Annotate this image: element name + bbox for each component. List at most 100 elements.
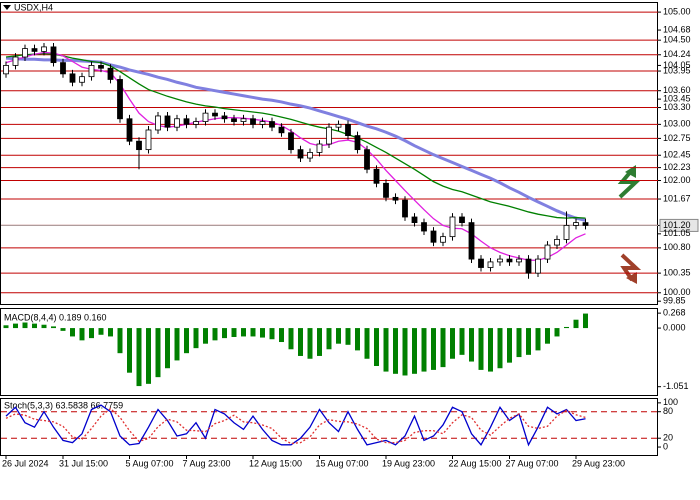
candle-body (155, 115, 161, 131)
candle-body (354, 135, 361, 151)
y-tick-label: 102.45 (663, 150, 691, 160)
histogram-bar (241, 328, 246, 337)
histogram-bar (393, 328, 398, 374)
candle-body (373, 168, 380, 184)
candle-body (269, 121, 275, 128)
y-tick-label: 0.268 (663, 308, 686, 318)
candle-body (430, 230, 437, 243)
candle-body (145, 129, 152, 151)
candle-body (259, 121, 266, 125)
histogram-bar (231, 328, 237, 337)
candle-body (335, 123, 342, 128)
stoch-pane (0, 398, 658, 456)
candle-body (288, 132, 294, 151)
candle-body (231, 118, 237, 122)
candle-body (41, 46, 47, 52)
candle-body (297, 149, 304, 159)
histogram-bar (469, 328, 474, 362)
histogram-bar (184, 328, 189, 354)
histogram-bar (60, 328, 66, 331)
x-tick-label: 19 Aug 23:00 (382, 458, 435, 468)
candle-body (326, 126, 332, 145)
y-tick-label: 100.00 (663, 287, 691, 297)
x-tick-label: 22 Aug 15:00 (449, 458, 502, 468)
y-tick-label: 103.30 (663, 102, 691, 112)
x-tick-label: 7 Aug 23:00 (183, 458, 231, 468)
histogram-bar (383, 328, 389, 372)
histogram-bar (203, 328, 208, 344)
candle-body (22, 48, 28, 58)
histogram-bar (573, 319, 579, 329)
histogram-bar (98, 328, 104, 335)
candle-body (183, 118, 190, 125)
y-tick-label: 103.45 (663, 93, 691, 103)
histogram-bar (507, 328, 512, 363)
histogram-bar (250, 328, 256, 337)
histogram-bar (222, 328, 227, 339)
histogram-bar (298, 328, 303, 356)
histogram-bar (41, 324, 47, 329)
histogram-bar (22, 322, 28, 329)
candle-body (364, 149, 370, 170)
histogram-bar (108, 328, 113, 337)
last-price-box (659, 218, 699, 232)
candle-body (240, 118, 247, 122)
y-tick-label: 0.000 (663, 322, 686, 332)
candle-body (117, 79, 123, 120)
candle-body (497, 258, 503, 263)
y-tick-label: 102.00 (663, 175, 691, 185)
histogram-bar (526, 328, 531, 355)
indicator-line (5, 52, 586, 219)
histogram-bar (545, 328, 550, 344)
x-tick-label: 26 Jul 2024 (2, 458, 49, 468)
y-tick-label: 20 (663, 433, 673, 443)
candle-body (582, 222, 589, 226)
histogram-bar (355, 328, 360, 351)
y-tick-label: 100 (663, 397, 678, 407)
candle-body (440, 236, 446, 243)
candle-body (126, 118, 133, 142)
histogram-bar (70, 328, 75, 337)
y-tick-label: 104.68 (663, 24, 691, 34)
candle-body (573, 222, 579, 226)
symbol-menu-icon (3, 5, 11, 10)
histogram-bar (326, 328, 332, 350)
indicator-line (5, 51, 586, 261)
histogram-bar (279, 328, 284, 343)
macd-title: MACD(8,4,4) 0.189 0.160 (4, 312, 107, 322)
candle-body (506, 258, 513, 263)
histogram-bar (146, 328, 151, 384)
candle-body (212, 112, 218, 117)
main-pane (0, 2, 658, 305)
macd-pane (0, 308, 658, 396)
x-tick-label: 27 Aug 07:00 (506, 458, 559, 468)
histogram-bar (488, 328, 493, 372)
histogram-bar (554, 328, 560, 337)
histogram-bar (440, 328, 446, 368)
candle-body (202, 112, 209, 122)
candle-body (3, 65, 9, 75)
y-tick-label: 103.95 (663, 65, 691, 75)
up-arrow (617, 165, 642, 199)
y-tick-label: -1.051 (663, 381, 689, 391)
y-tick-label: 104.05 (663, 60, 691, 70)
candle-body (554, 239, 560, 246)
candle-body (487, 261, 494, 268)
histogram-bar (136, 328, 142, 387)
stoch-title: Stoch(5,3,3) 63.5838 66.7759 (4, 400, 123, 410)
y-tick-label: 103.60 (663, 85, 691, 95)
y-tick-label: 80 (663, 406, 673, 416)
histogram-bar (459, 328, 465, 355)
y-tick-label: 100.35 (663, 268, 691, 278)
y-tick-label: 104.50 (663, 35, 691, 45)
histogram-bar (317, 328, 322, 356)
histogram-bar (402, 328, 408, 376)
candle-body (69, 73, 76, 83)
histogram-bar (307, 328, 313, 359)
candle-body (392, 196, 399, 201)
y-tick-label: 101.20 (663, 220, 691, 230)
y-tick-label: 102.23 (663, 162, 691, 172)
